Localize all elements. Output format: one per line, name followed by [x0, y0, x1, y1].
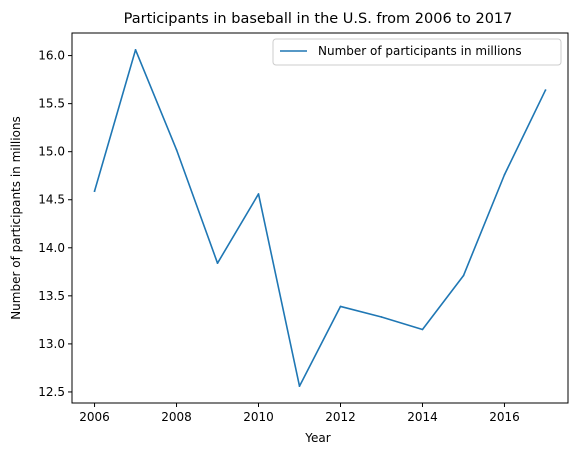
- chart-title: Participants in baseball in the U.S. fro…: [124, 11, 513, 27]
- x-axis-label: Year: [304, 431, 330, 445]
- y-tick-label-14.0: 14.0: [38, 241, 65, 255]
- data-point-2014: [421, 328, 424, 331]
- y-tick-label-16.0: 16.0: [38, 49, 65, 63]
- y-tick-label-15.5: 15.5: [38, 97, 65, 111]
- data-point-2012: [339, 305, 342, 308]
- y-tick-label-13.0: 13.0: [38, 337, 65, 351]
- y-tick-label-14.5: 14.5: [38, 193, 65, 207]
- x-tick-label-2012: 2012: [325, 410, 356, 424]
- legend: Number of participants in millions: [272, 38, 562, 66]
- data-point-2015: [462, 274, 465, 277]
- data-point-2016: [503, 173, 506, 176]
- series-line-0: [93, 49, 547, 387]
- y-tick-label-12.5: 12.5: [38, 385, 65, 399]
- x-tick-label-2008: 2008: [161, 410, 192, 424]
- data-point-2010: [257, 193, 260, 195]
- y-tick-label-15.0: 15.0: [38, 145, 65, 159]
- legend-entry-label: Number of participants in millions: [318, 44, 522, 58]
- x-tick-label-2016: 2016: [489, 410, 520, 424]
- x-tick-label-2006: 2006: [79, 410, 110, 424]
- data-point-2013: [380, 316, 383, 318]
- x-tick-label-2010: 2010: [243, 410, 274, 424]
- legend-box: [272, 38, 562, 66]
- y-tick-label-13.5: 13.5: [38, 289, 65, 303]
- y-axis-label: Number of participants in millions: [9, 116, 23, 320]
- data-point-2009: [216, 262, 219, 264]
- data-point-2011: [298, 385, 301, 387]
- data-point-2008: [175, 148, 178, 151]
- data-point-2017: [544, 89, 547, 91]
- plot-frame: [71, 32, 569, 404]
- x-tick-label-2014: 2014: [407, 410, 438, 424]
- data-point-2007: [134, 49, 137, 51]
- plot-area: 2006 2008 2010 2012 2014 2016 12.5 13.0 13.5 14.0…: [38, 49, 547, 424]
- data-point-2006: [93, 190, 96, 192]
